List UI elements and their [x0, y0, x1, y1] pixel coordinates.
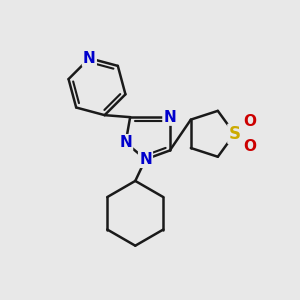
Text: O: O: [243, 114, 256, 129]
Text: O: O: [243, 139, 256, 154]
Text: N: N: [119, 135, 132, 150]
Text: S: S: [229, 125, 241, 143]
Text: N: N: [164, 110, 176, 125]
Text: N: N: [139, 152, 152, 167]
Text: N: N: [83, 51, 96, 66]
